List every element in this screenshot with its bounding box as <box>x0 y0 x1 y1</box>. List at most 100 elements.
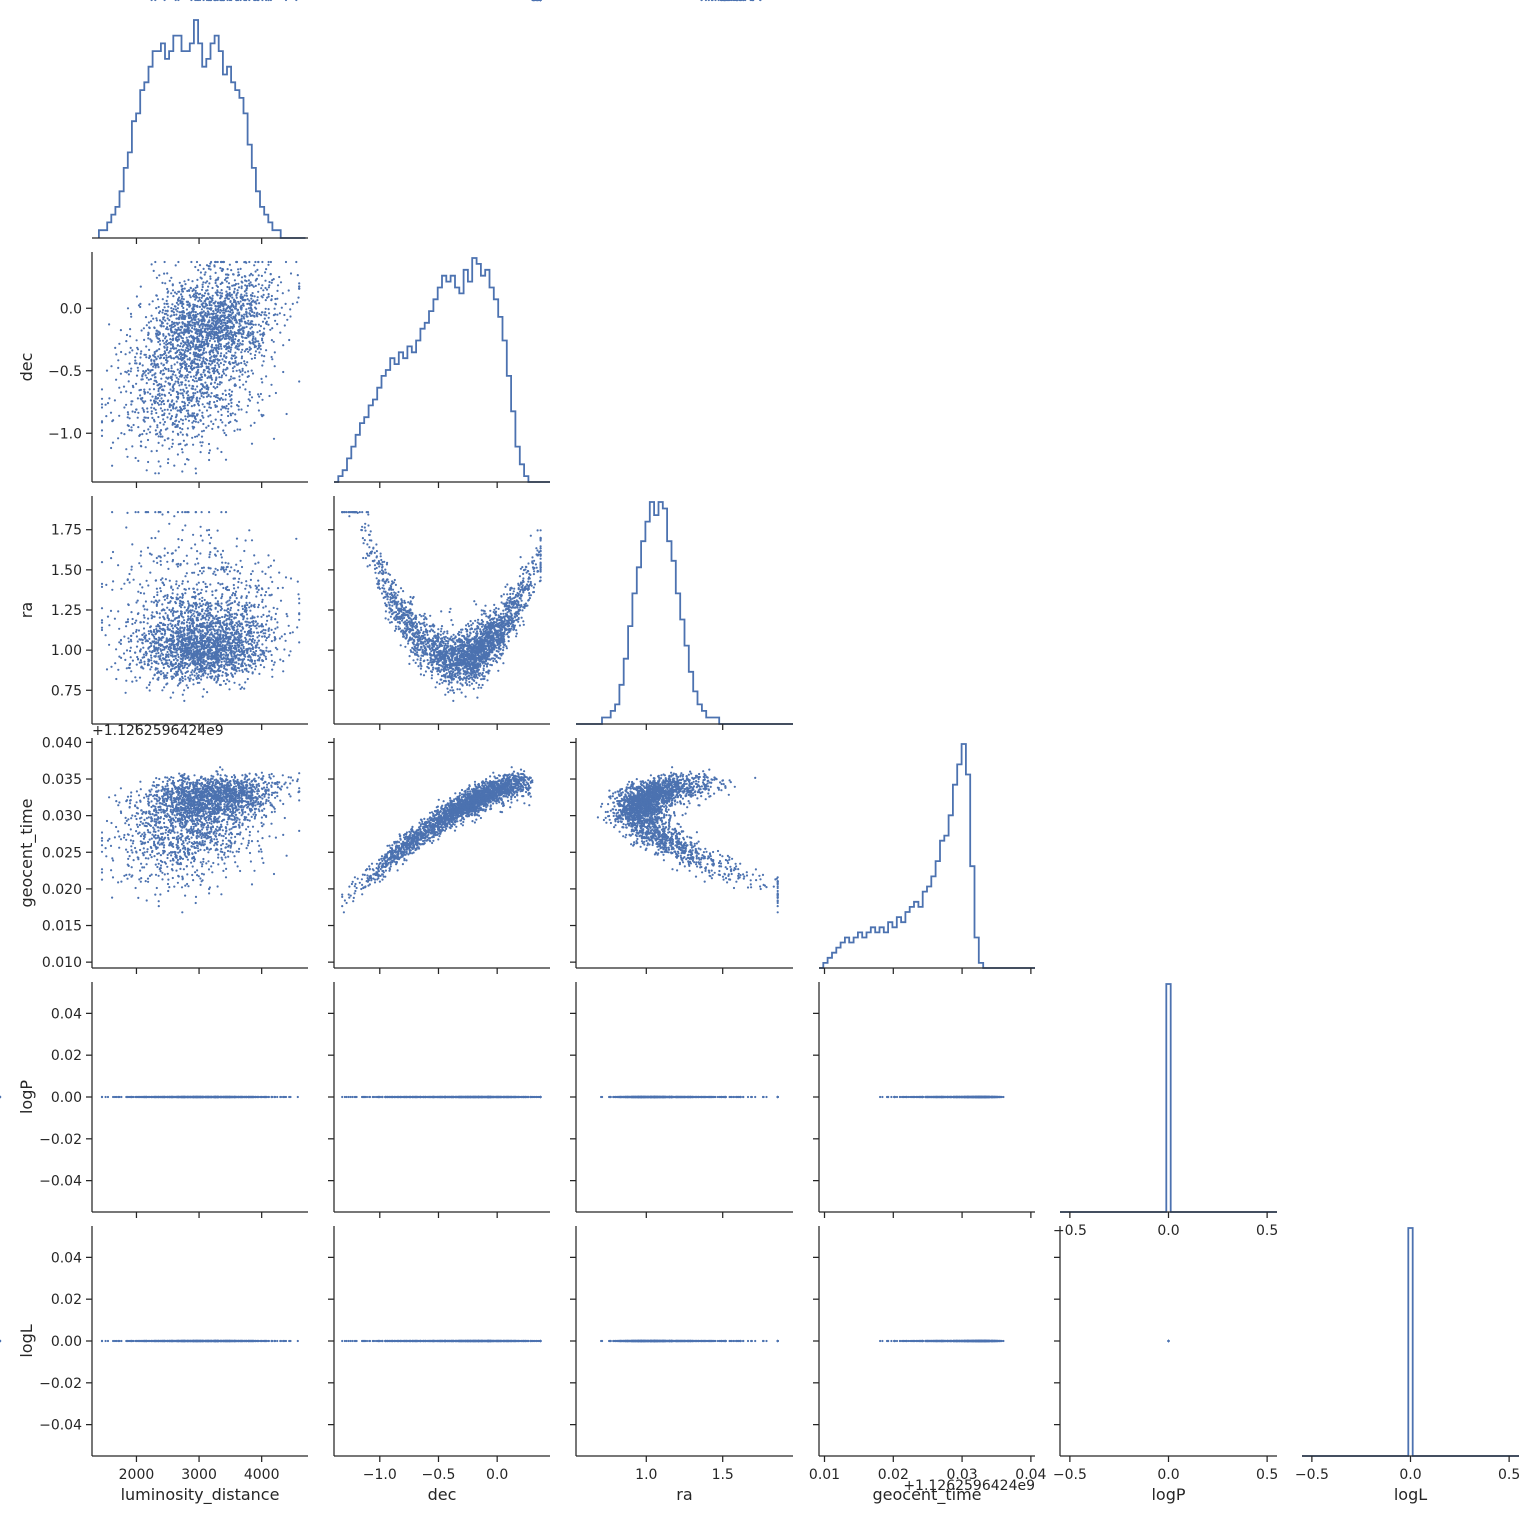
data-point <box>223 355 225 357</box>
data-point <box>162 418 164 420</box>
data-point <box>137 367 139 369</box>
data-point <box>181 627 183 629</box>
data-point <box>227 408 229 410</box>
data-point <box>202 392 204 394</box>
data-point <box>115 353 117 355</box>
data-point <box>204 302 206 304</box>
data-point <box>128 429 130 431</box>
data-point <box>234 279 236 281</box>
data-point <box>161 394 163 396</box>
data-point <box>238 332 240 334</box>
data-point <box>148 303 150 305</box>
data-point <box>177 391 179 393</box>
data-point <box>160 403 162 405</box>
data-point <box>181 296 183 298</box>
data-point <box>101 429 103 431</box>
data-point <box>211 356 213 358</box>
data-point <box>193 420 195 422</box>
data-point <box>120 391 122 393</box>
data-point <box>225 459 227 461</box>
data-point <box>211 379 213 381</box>
data-point <box>212 423 214 425</box>
data-point <box>244 275 246 277</box>
data-point <box>159 340 161 342</box>
data-point <box>253 554 255 556</box>
data-point <box>274 351 276 353</box>
data-point <box>184 349 186 351</box>
data-point <box>223 373 225 375</box>
data-point <box>196 285 198 287</box>
data-point <box>182 423 184 425</box>
data-point <box>206 402 208 404</box>
data-point <box>225 333 227 335</box>
data-point <box>254 639 256 641</box>
data-point <box>151 315 153 317</box>
data-point <box>145 316 147 318</box>
data-point <box>160 362 162 364</box>
data-point <box>228 318 230 320</box>
data-point <box>196 414 198 416</box>
data-point <box>176 377 178 379</box>
data-point <box>154 398 156 400</box>
data-point <box>249 327 251 329</box>
data-point <box>288 289 290 291</box>
data-point <box>285 261 287 263</box>
data-point <box>149 355 151 357</box>
data-point <box>238 286 240 288</box>
data-point <box>207 425 209 427</box>
data-point <box>160 407 162 409</box>
data-point <box>137 417 139 419</box>
data-point <box>175 406 177 408</box>
data-point <box>164 313 166 315</box>
data-point <box>175 580 177 582</box>
data-point <box>154 376 156 378</box>
data-point <box>157 338 159 340</box>
data-point <box>223 334 225 336</box>
data-point <box>186 308 188 310</box>
data-point <box>183 298 185 300</box>
data-point <box>217 426 219 428</box>
data-point <box>145 345 147 347</box>
data-point <box>204 300 206 302</box>
data-point <box>248 341 250 343</box>
data-point <box>265 322 267 324</box>
data-point <box>214 337 216 339</box>
data-point <box>225 273 227 275</box>
data-point <box>289 308 291 310</box>
data-point <box>226 320 228 322</box>
data-point <box>274 618 276 620</box>
data-point <box>211 350 213 352</box>
data-point <box>185 325 187 327</box>
data-point <box>244 290 246 292</box>
data-point <box>253 264 255 266</box>
data-point <box>146 377 148 379</box>
data-point <box>232 336 234 338</box>
data-point <box>115 379 117 381</box>
data-point <box>241 349 243 351</box>
data-point <box>176 593 178 595</box>
data-point <box>242 384 244 386</box>
data-point <box>169 325 171 327</box>
data-point <box>145 446 147 448</box>
data-point <box>226 347 228 349</box>
data-point <box>167 409 169 411</box>
data-point <box>244 350 246 352</box>
data-point <box>263 355 265 357</box>
data-point <box>209 340 211 342</box>
data-point <box>223 360 225 362</box>
data-point <box>186 434 188 436</box>
data-point <box>118 387 120 389</box>
data-point <box>231 331 233 333</box>
data-point <box>186 397 188 399</box>
data-point <box>110 412 112 414</box>
panel-luminosity_distance-vs-dec: −1.0−0.50.0 <box>48 252 308 488</box>
data-point <box>170 377 172 379</box>
data-point <box>175 332 177 334</box>
data-point <box>234 385 236 387</box>
data-point <box>147 372 149 374</box>
data-point <box>120 373 122 375</box>
data-point <box>225 407 227 409</box>
data-point <box>282 292 284 294</box>
data-point <box>195 472 197 474</box>
data-point <box>163 303 165 305</box>
